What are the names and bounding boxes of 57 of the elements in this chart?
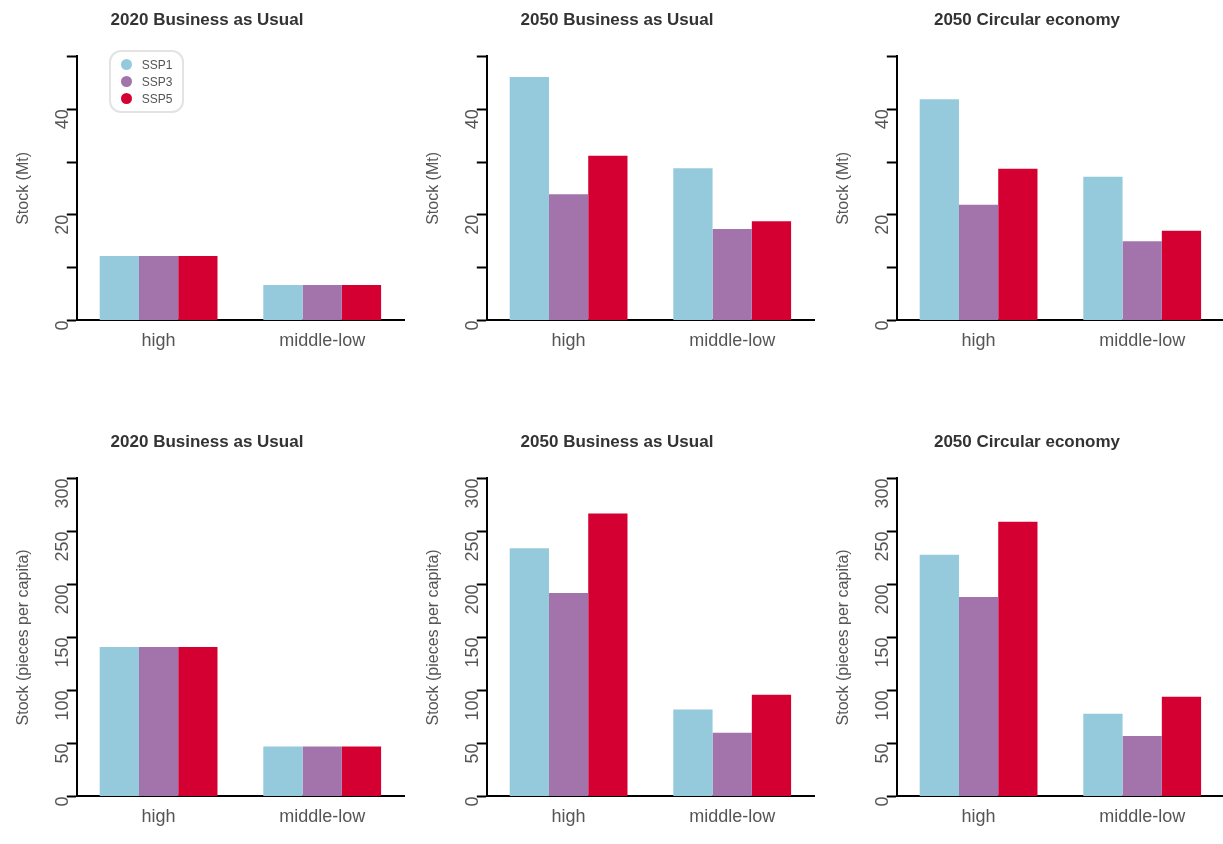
- y-tick-label: 200: [871, 584, 892, 615]
- legend-label: SSP3: [141, 74, 173, 89]
- x-tick-label: high: [141, 330, 176, 351]
- chart-title: 2050 Circular economy: [933, 9, 1121, 29]
- y-tick-label: 150: [461, 637, 482, 668]
- y-tick-label: 50: [51, 743, 72, 764]
- x-tick-label: high: [141, 806, 176, 827]
- y-tick-label: 0: [51, 320, 72, 331]
- y-axis-title: Stock (pieces per capita): [424, 549, 442, 726]
- y-tick-label: 40: [51, 109, 72, 130]
- y-tick-label: 0: [871, 796, 892, 807]
- legend-label: SSP1: [141, 57, 173, 72]
- chart-title: 2050 Business as Usual: [520, 9, 714, 29]
- y-tick-label: 250: [461, 531, 482, 562]
- chart-title: 2020 Business as Usual: [110, 9, 304, 29]
- y-tick-label: 0: [51, 796, 72, 807]
- x-tick-label: high: [551, 806, 586, 827]
- y-tick-label: 100: [51, 690, 72, 721]
- y-tick-label: 20: [461, 214, 482, 235]
- y-tick-label: 300: [871, 478, 892, 509]
- y-tick-label: 250: [871, 531, 892, 562]
- y-tick-label: 20: [51, 214, 72, 235]
- y-tick-label: 250: [51, 531, 72, 562]
- x-tick-label: high: [961, 806, 996, 827]
- x-tick-label: middle-low: [1099, 806, 1187, 827]
- y-tick-label: 0: [461, 320, 482, 331]
- x-tick-label: high: [551, 330, 586, 351]
- y-tick-label: 200: [461, 584, 482, 615]
- y-tick-label: 40: [871, 109, 892, 130]
- x-tick-label: high: [961, 330, 996, 351]
- y-tick-label: 200: [51, 584, 72, 615]
- chart-title: 2050 Business as Usual: [520, 431, 714, 451]
- y-axis-title: Stock (Mt): [834, 151, 852, 225]
- x-tick-label: middle-low: [689, 806, 777, 827]
- y-axis-title: Stock (pieces per capita): [834, 549, 852, 726]
- y-tick-label: 20: [871, 214, 892, 235]
- y-axis-title: Stock (Mt): [424, 151, 442, 225]
- y-tick-label: 150: [51, 637, 72, 668]
- legend-label: SSP5: [141, 91, 173, 106]
- x-tick-label: middle-low: [1099, 330, 1187, 351]
- y-tick-label: 50: [871, 743, 892, 764]
- y-tick-label: 40: [461, 109, 482, 130]
- y-axis-title: Stock (Mt): [14, 151, 32, 225]
- y-axis-title: Stock (pieces per capita): [14, 549, 32, 726]
- y-tick-label: 300: [461, 478, 482, 509]
- y-tick-label: 0: [461, 796, 482, 807]
- y-tick-label: 0: [871, 320, 892, 331]
- y-tick-label: 100: [871, 690, 892, 721]
- y-tick-label: 50: [461, 743, 482, 764]
- chart-title: 2020 Business as Usual: [110, 431, 304, 451]
- y-tick-label: 100: [461, 690, 482, 721]
- x-tick-label: middle-low: [279, 806, 367, 827]
- y-tick-label: 150: [871, 637, 892, 668]
- chart-title: 2050 Circular economy: [933, 431, 1121, 451]
- y-tick-label: 300: [51, 478, 72, 509]
- x-tick-label: middle-low: [279, 330, 367, 351]
- x-tick-label: middle-low: [689, 330, 777, 351]
